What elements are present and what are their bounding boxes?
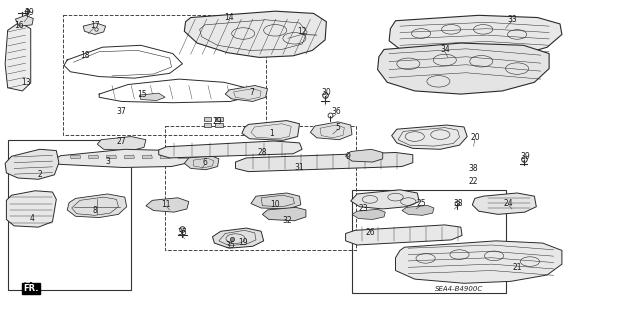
Polygon shape <box>346 149 383 162</box>
Polygon shape <box>204 123 211 127</box>
Text: 26: 26 <box>365 228 375 237</box>
Text: 13: 13 <box>20 78 31 87</box>
Polygon shape <box>5 22 31 91</box>
Polygon shape <box>242 121 300 140</box>
Polygon shape <box>146 198 189 212</box>
Polygon shape <box>251 193 301 209</box>
Polygon shape <box>262 207 306 221</box>
Text: 28: 28 <box>258 148 267 157</box>
Polygon shape <box>178 155 188 159</box>
Polygon shape <box>5 149 59 179</box>
Text: 7: 7 <box>249 88 254 97</box>
Text: 6: 6 <box>202 158 207 167</box>
Polygon shape <box>310 122 352 140</box>
Text: 29: 29 <box>212 117 223 126</box>
Text: 9: 9 <box>345 152 350 161</box>
Text: 37: 37 <box>116 107 127 116</box>
Text: 38: 38 <box>468 164 479 173</box>
Text: SEA4-B4900C: SEA4-B4900C <box>435 286 484 292</box>
Text: 19: 19 <box>238 238 248 247</box>
Polygon shape <box>392 125 467 149</box>
Text: 14: 14 <box>224 13 234 22</box>
Text: 12: 12 <box>298 27 307 36</box>
Polygon shape <box>159 141 302 158</box>
Polygon shape <box>225 85 268 101</box>
Polygon shape <box>67 194 127 218</box>
Polygon shape <box>378 43 549 94</box>
Polygon shape <box>6 191 56 227</box>
Polygon shape <box>352 209 385 219</box>
Polygon shape <box>52 149 191 167</box>
Text: 24: 24 <box>504 199 514 208</box>
Text: 2: 2 <box>38 170 43 179</box>
Text: 33: 33 <box>507 15 517 24</box>
Text: 3: 3 <box>105 157 110 166</box>
Polygon shape <box>97 137 146 151</box>
Polygon shape <box>402 205 434 215</box>
Polygon shape <box>396 241 562 283</box>
Text: 39: 39 <box>24 8 35 17</box>
Polygon shape <box>215 117 223 121</box>
Text: 4: 4 <box>29 214 35 223</box>
Text: 16: 16 <box>14 21 24 30</box>
Text: 35: 35 <box>225 241 236 250</box>
Text: 20: 20 <box>470 133 480 142</box>
Bar <box>352 190 506 293</box>
Text: 10: 10 <box>270 200 280 209</box>
Text: 11: 11 <box>162 200 171 209</box>
Text: 38: 38 <box>453 199 463 208</box>
Text: 30: 30 <box>321 88 332 97</box>
Text: 34: 34 <box>440 45 450 54</box>
Text: 17: 17 <box>90 21 100 30</box>
Text: 39: 39 <box>520 152 530 161</box>
Text: 32: 32 <box>282 216 292 225</box>
Text: FR.: FR. <box>23 284 38 293</box>
Polygon shape <box>160 155 170 159</box>
Text: 8: 8 <box>92 206 97 215</box>
Text: 25: 25 <box>416 199 426 208</box>
Polygon shape <box>204 117 211 121</box>
Polygon shape <box>70 155 81 159</box>
Polygon shape <box>215 123 223 127</box>
Text: 21: 21 <box>513 263 522 272</box>
Polygon shape <box>346 225 462 245</box>
Polygon shape <box>236 152 413 172</box>
Polygon shape <box>106 155 116 159</box>
Polygon shape <box>88 155 99 159</box>
Bar <box>8 140 131 290</box>
Polygon shape <box>389 15 562 60</box>
Polygon shape <box>184 11 326 57</box>
Text: 35: 35 <box>177 228 188 237</box>
Polygon shape <box>142 155 152 159</box>
Text: 1: 1 <box>269 130 275 138</box>
Text: 23: 23 <box>358 204 369 213</box>
Text: 27: 27 <box>116 137 127 146</box>
Polygon shape <box>351 190 419 209</box>
Text: 31: 31 <box>294 163 305 172</box>
Text: 15: 15 <box>137 90 147 99</box>
Text: 18: 18 <box>80 51 89 60</box>
Polygon shape <box>83 23 106 34</box>
Polygon shape <box>184 156 219 170</box>
Polygon shape <box>212 228 264 248</box>
Bar <box>165 126 356 250</box>
Text: 36: 36 <box>331 107 341 116</box>
Polygon shape <box>15 15 33 26</box>
Bar <box>63 15 266 135</box>
Polygon shape <box>140 93 165 100</box>
Polygon shape <box>124 155 134 159</box>
Polygon shape <box>472 193 536 214</box>
Text: 5: 5 <box>335 123 340 132</box>
Text: 22: 22 <box>469 177 478 186</box>
